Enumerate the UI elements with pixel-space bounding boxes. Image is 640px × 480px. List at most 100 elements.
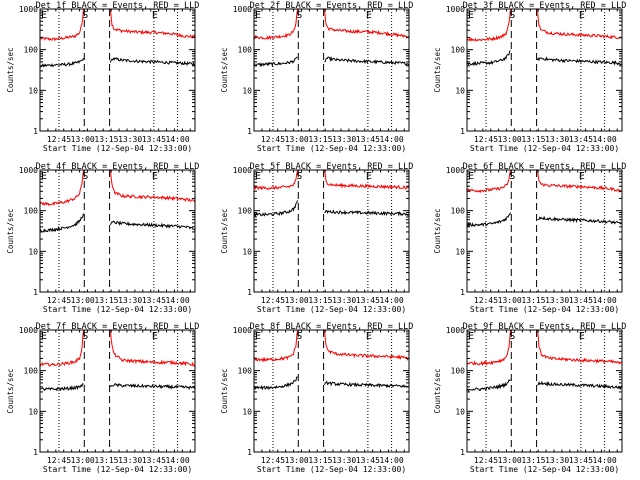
x-tick-label: 13:00 — [71, 135, 95, 144]
panel-title: Det 6f BLACK = Events, RED = LLD — [463, 162, 627, 172]
plot-frame — [39, 329, 196, 453]
y-tick-label: 1 — [460, 288, 465, 297]
y-tick-label: 100 — [451, 207, 466, 216]
panel-title: Det 3f BLACK = Events, RED = LLD — [463, 1, 627, 11]
lld-series-line — [536, 169, 623, 193]
marker-s: S — [296, 10, 302, 21]
y-tick-label: 10 — [242, 407, 252, 416]
lld-series-line — [466, 169, 511, 194]
y-tick-label: 100 — [24, 46, 39, 55]
y-tick-label: 100 — [24, 367, 39, 376]
y-tick-label: 100 — [238, 207, 253, 216]
lld-series-line — [466, 329, 511, 367]
x-tick-label: 13:00 — [498, 456, 522, 465]
lld-series-line — [253, 169, 298, 191]
x-axis-label: Start Time (12-Sep-04 12:33:00) — [43, 305, 192, 314]
marker-e: E — [468, 171, 474, 182]
x-axis-label: Start Time (12-Sep-04 12:33:00) — [257, 144, 406, 153]
panel-title: Det 9f BLACK = Events, RED = LLD — [463, 322, 627, 332]
events-series-line — [39, 57, 84, 68]
y-tick-label: 1 — [33, 448, 38, 457]
x-tick-label: 13:30 — [545, 135, 569, 144]
y-tick-label: 1 — [460, 448, 465, 457]
events-series-line — [466, 212, 511, 228]
lld-series-line — [323, 329, 410, 361]
lld-series-line — [253, 8, 298, 41]
x-tick-label: 13:30 — [332, 135, 356, 144]
x-tick-label: 13:45 — [569, 296, 593, 305]
y-axis-label: Counts/sec — [433, 368, 442, 413]
plot-frame — [253, 8, 410, 132]
x-axis-label: Start Time (12-Sep-04 12:33:00) — [257, 305, 406, 314]
events-series-line — [253, 200, 298, 218]
x-tick-label: 13:15 — [308, 456, 332, 465]
y-axis-label: Counts/sec — [220, 47, 229, 92]
panel-det-6: Det 6f BLACK = Events, RED = LLD 1 10 100 10… — [433, 162, 626, 314]
lld-series-line — [466, 8, 511, 42]
marker-e: E — [152, 171, 158, 182]
x-tick-label: 12:45 — [261, 296, 285, 305]
events-series-line — [324, 209, 410, 217]
marker-e: E — [579, 10, 585, 21]
marker-e: E — [41, 10, 47, 21]
marker-e: E — [41, 171, 47, 182]
marker-e: E — [41, 331, 47, 342]
events-series-line — [536, 56, 623, 66]
x-tick-label: 12:45 — [474, 296, 498, 305]
y-axis-label: Counts/sec — [6, 368, 15, 413]
x-tick-label: 13:00 — [285, 456, 309, 465]
lld-series-line — [109, 169, 196, 202]
x-tick-label: 12:45 — [47, 135, 71, 144]
y-tick-label: 1000 — [19, 326, 38, 335]
lld-series-line — [323, 169, 410, 190]
y-tick-label: 1 — [247, 288, 252, 297]
events-series-line — [537, 215, 623, 225]
x-tick-label: 13:45 — [142, 296, 166, 305]
events-series-line — [39, 382, 84, 392]
y-tick-label: 10 — [28, 247, 38, 256]
marker-e: E — [579, 171, 585, 182]
x-tick-label: 13:30 — [332, 296, 356, 305]
y-axis-label: Counts/sec — [6, 208, 15, 253]
x-tick-label: 13:15 — [521, 456, 545, 465]
y-tick-label: 1000 — [233, 326, 252, 335]
lld-series-line — [39, 8, 84, 42]
x-tick-label: 14:00 — [380, 135, 404, 144]
y-tick-label: 100 — [24, 207, 39, 216]
events-series-line — [109, 57, 196, 67]
y-tick-label: 10 — [242, 247, 252, 256]
panel-det-5: Det 5f BLACK = Events, RED = LLD 1 10 100 10… — [220, 162, 413, 314]
marker-e: E — [255, 10, 261, 21]
x-tick-label: 13:15 — [521, 135, 545, 144]
lld-series-line — [536, 329, 623, 365]
x-tick-label: 14:00 — [593, 135, 617, 144]
x-tick-label: 13:00 — [285, 135, 309, 144]
marker-e: E — [366, 10, 372, 21]
x-tick-label: 13:00 — [71, 296, 95, 305]
lld-series-line — [253, 329, 298, 363]
marker-s: S — [509, 10, 515, 21]
events-series-line — [323, 380, 409, 389]
y-tick-label: 1000 — [446, 5, 465, 14]
y-tick-label: 10 — [455, 86, 465, 95]
y-tick-label: 1000 — [446, 166, 465, 175]
plot-frame — [466, 329, 623, 453]
x-tick-label: 13:45 — [142, 135, 166, 144]
lld-series-line — [39, 329, 84, 367]
panel-title: Det 5f BLACK = Events, RED = LLD — [250, 162, 414, 172]
panel-det-2: Det 2f BLACK = Events, RED = LLD 1 10 100 10… — [220, 1, 413, 153]
panel-title: Det 7f BLACK = Events, RED = LLD — [36, 322, 200, 332]
marker-s: S — [509, 331, 515, 342]
x-tick-label: 13:30 — [332, 456, 356, 465]
x-tick-label: 12:45 — [474, 456, 498, 465]
x-axis-label: Start Time (12-Sep-04 12:33:00) — [43, 144, 192, 153]
x-tick-label: 13:15 — [308, 296, 332, 305]
x-tick-label: 14:00 — [380, 296, 404, 305]
x-tick-label: 13:30 — [118, 296, 142, 305]
y-tick-label: 1 — [460, 127, 465, 136]
x-tick-label: 14:00 — [166, 296, 190, 305]
x-tick-label: 13:45 — [569, 456, 593, 465]
y-tick-label: 1 — [247, 448, 252, 457]
plot-frame — [39, 169, 196, 293]
marker-e: E — [579, 331, 585, 342]
